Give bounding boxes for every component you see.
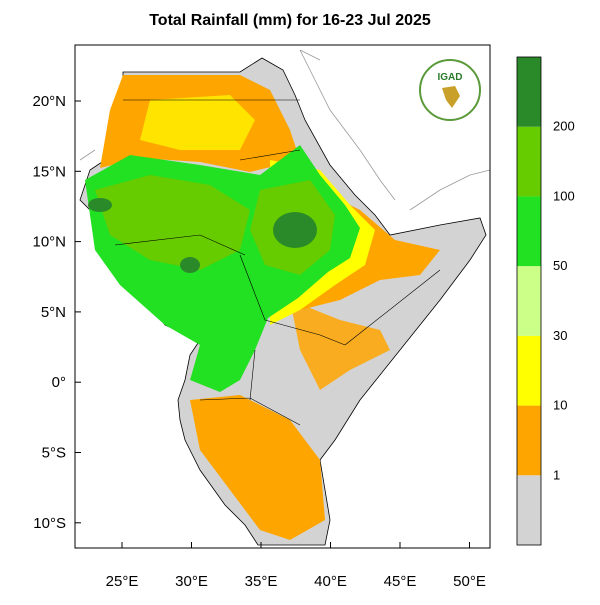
borders <box>114 99 441 426</box>
colorbar-label: 1 <box>553 467 560 482</box>
y-tick-label: 5°S <box>42 445 66 462</box>
colorbar-label: 10 <box>553 398 567 413</box>
rain-area-heavy <box>273 212 317 248</box>
colorbar: 1 10 30 50 100 200 <box>516 56 575 546</box>
rain-area-heavy <box>180 257 200 273</box>
map-frame <box>74 44 491 549</box>
x-tick-label: 45°E <box>384 573 417 590</box>
colorbar-bin <box>517 126 541 197</box>
colorbar-bin <box>517 405 541 476</box>
rain-area-orange <box>190 395 325 540</box>
colorbar-label: 30 <box>553 328 567 343</box>
colorbar-frame <box>516 56 542 546</box>
x-tick-label: 35°E <box>245 573 278 590</box>
y-tick-label: 0° <box>52 374 66 391</box>
map: IGAD <box>74 44 491 549</box>
logo-icon <box>442 86 460 108</box>
colorbar-label: 100 <box>553 188 575 203</box>
coastline <box>79 49 491 211</box>
y-tick-label: 20°N <box>32 93 66 110</box>
colorbar-label: 200 <box>553 119 575 134</box>
x-tick-label: 50°E <box>453 573 486 590</box>
colorbar-bin <box>517 335 541 406</box>
x-tick-label: 30°E <box>175 573 208 590</box>
axes: 25°E 30°E 35°E 40°E 45°E 50°E 20°N 15°N 10°N 5°N 0… <box>32 93 485 590</box>
y-tick-label: 10°S <box>33 515 66 532</box>
colorbar-bin <box>517 196 541 267</box>
rain-area-orange <box>290 300 390 390</box>
x-tick-label: 25°E <box>106 573 139 590</box>
rain-area-yellow <box>140 95 255 150</box>
x-tick-label: 40°E <box>314 573 347 590</box>
map-title: Total Rainfall (mm) for 16-23 Jul 2025 <box>149 12 431 29</box>
y-tick-label: 10°N <box>32 234 66 251</box>
rain-area-darkgreen <box>95 175 250 270</box>
y-tick-label: 15°N <box>32 163 66 180</box>
colorbar-bin <box>517 266 541 336</box>
colorbar-label: 50 <box>553 258 567 273</box>
colorbar-bin <box>517 57 541 127</box>
logo-text: IGAD <box>438 72 463 83</box>
rain-area-heavy <box>88 198 112 212</box>
colorbar-bin <box>517 475 541 545</box>
y-tick-label: 5°N <box>41 304 66 321</box>
